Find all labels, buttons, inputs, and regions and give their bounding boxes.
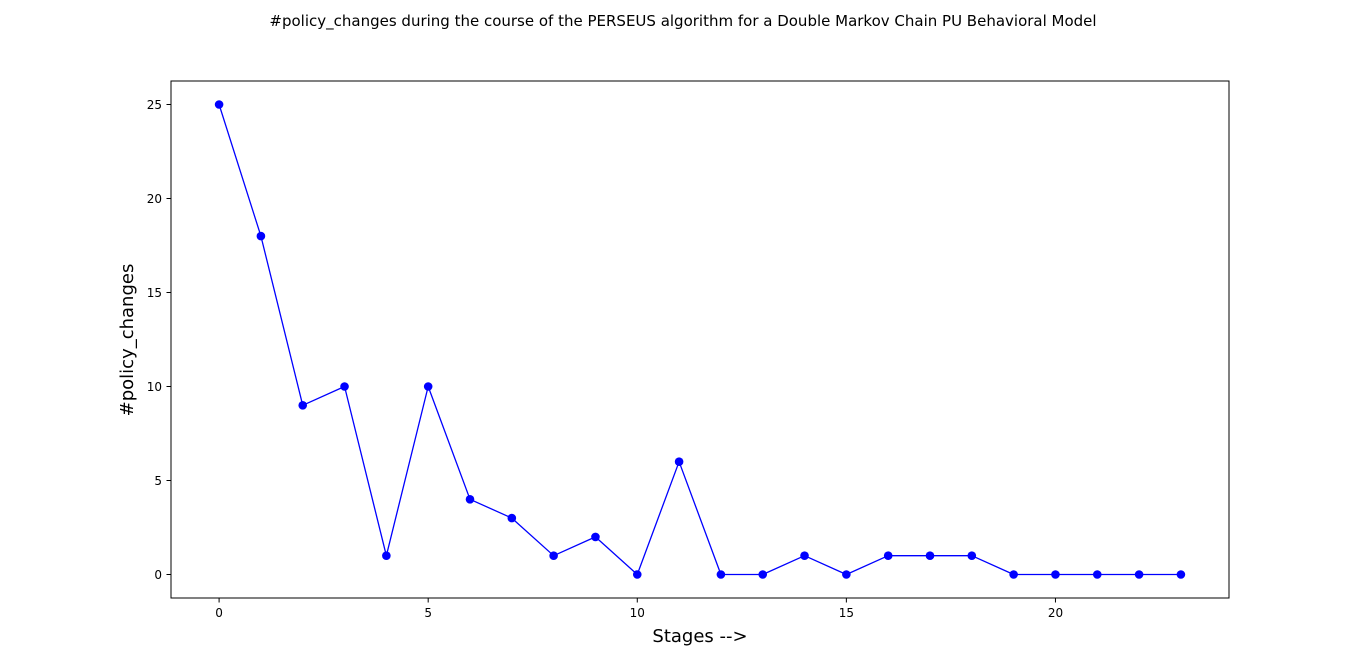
- x-tick-label: 10: [630, 606, 645, 620]
- data-point: [883, 551, 893, 560]
- y-tick-label: 5: [154, 474, 162, 488]
- data-point: [507, 513, 517, 523]
- data-point: [758, 570, 768, 579]
- data-point: [674, 457, 684, 467]
- data-point: [1009, 570, 1018, 579]
- data-point: [214, 100, 224, 109]
- y-tick-label: 25: [147, 98, 162, 112]
- data-point: [967, 551, 977, 560]
- x-tick-label: 15: [839, 606, 854, 620]
- data-point: [925, 551, 935, 560]
- x-tick-label: 0: [215, 606, 223, 620]
- data-point: [465, 495, 475, 504]
- plot-area-frame: [170, 80, 1230, 599]
- data-point: [716, 570, 726, 579]
- data-point: [1176, 570, 1186, 579]
- data-point: [423, 382, 433, 391]
- y-tick-label: 0: [154, 568, 162, 582]
- data-point: [1092, 570, 1102, 579]
- y-axis-label: #policy_changes: [117, 264, 138, 417]
- chart-title: #policy_changes during the course of the…: [269, 12, 1096, 31]
- data-point: [382, 551, 391, 560]
- y-axis-ticks: 0 5 10 15 20 25: [147, 98, 171, 582]
- y-tick-label: 10: [147, 380, 162, 394]
- data-point: [632, 570, 642, 579]
- data-point: [1134, 570, 1144, 579]
- data-point: [298, 401, 308, 410]
- x-axis-ticks: 0 5 10 15 20: [215, 598, 1063, 620]
- data-point: [256, 231, 266, 241]
- series-line: [218, 104, 1181, 576]
- data-point: [591, 532, 600, 542]
- y-tick-label: 20: [147, 192, 162, 206]
- x-axis-label: Stages -->: [652, 626, 747, 647]
- series-layer: [214, 100, 1186, 579]
- data-point: [340, 382, 349, 391]
- data-point: [800, 551, 809, 560]
- data-point: [842, 570, 851, 579]
- x-tick-label: 5: [424, 606, 432, 620]
- data-point: [1051, 570, 1060, 579]
- y-tick-label: 15: [147, 286, 162, 300]
- x-tick-label: 20: [1048, 606, 1063, 620]
- data-point: [549, 551, 558, 560]
